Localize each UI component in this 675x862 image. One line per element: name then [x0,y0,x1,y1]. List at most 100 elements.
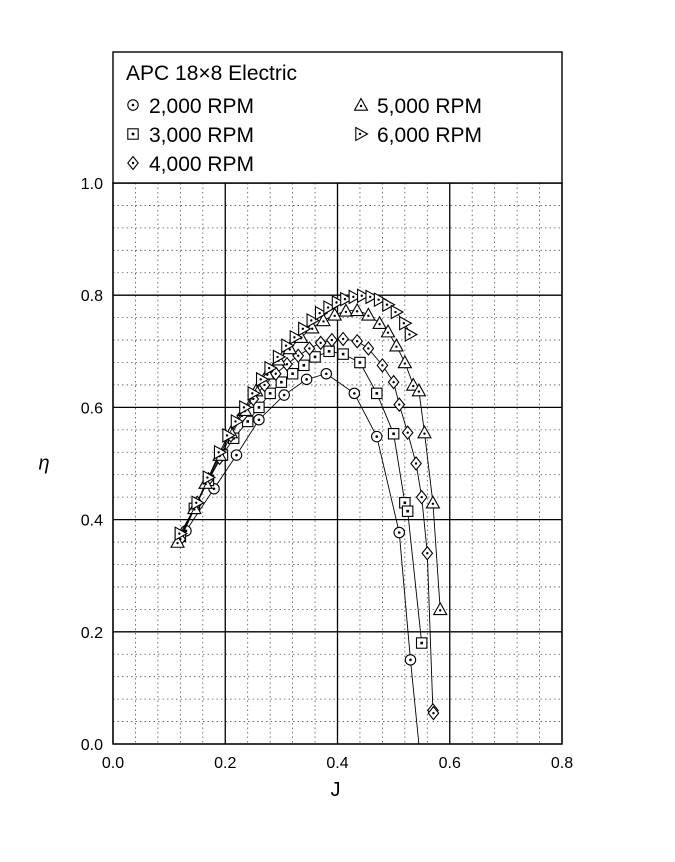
data-point [376,357,389,373]
data-point [365,289,379,305]
legend-entry: 2,000 RPM [127,95,254,118]
data-point [331,295,346,310]
data-point [281,338,295,354]
legend: APC 18×8 Electric 2,000 RPM 3,000 RPM 4,000… [112,51,563,184]
data-point [300,373,313,386]
legend-label: 6,000 RPM [377,124,482,147]
data-point [410,456,422,471]
data-point [421,545,434,561]
x-axis-label: J [331,779,341,801]
data-point [351,333,364,349]
grid [112,182,563,745]
data-point [323,300,337,315]
data-point [371,387,383,400]
data-point [404,654,417,666]
data-point [417,425,432,439]
legend-label: 3,000 RPM [149,124,254,147]
data-point [278,389,290,401]
data-point [230,449,243,461]
data-point [253,413,265,426]
data-point [316,312,331,327]
data-point [320,367,333,380]
data-point [247,385,261,401]
x-tick-label: 0.8 [551,755,573,772]
data-point [387,374,400,390]
data-point [393,397,406,412]
data-point [127,128,139,140]
data-point [239,399,253,415]
data-point [348,289,362,305]
y-tick-label: 0.2 [81,625,103,642]
legend-label: 2,000 RPM [149,95,254,118]
legend-entry: 6,000 RPM [355,124,482,147]
data-point [348,387,361,400]
data-point [399,315,413,331]
data-point [286,367,299,380]
data-point [354,356,366,369]
data-point [432,601,448,616]
legend-entry: 3,000 RPM [127,124,254,147]
axes: 0.0 0.2 0.4 0.6 0.8 0.0 0.2 0.4 0.6 0.8 1.0 Jη [38,176,573,801]
data-point [230,413,245,429]
data-point [337,331,350,347]
data-point [357,288,371,304]
series-layer [170,288,448,744]
y-tick-label: 0.0 [81,737,103,754]
data-point [170,534,185,548]
data-point [355,126,369,142]
series-5 [174,288,419,542]
y-tick-label: 0.8 [81,288,103,305]
series-1 [180,367,420,744]
data-point [303,341,316,356]
data-point [388,338,404,352]
data-point [314,305,329,321]
data-point [275,376,288,388]
data-point [264,360,278,376]
data-point [272,349,287,365]
data-point [289,329,304,345]
legend-entry: 5,000 RPM [353,95,482,118]
data-point [380,324,396,338]
data-point [353,97,369,111]
data-point [397,354,413,369]
x-tick-label: 0.6 [439,755,461,772]
data-point [372,315,388,330]
data-point [298,321,312,337]
data-point [309,351,321,363]
data-point [393,526,405,539]
legend-label: 5,000 RPM [377,95,482,118]
legend-label: 4,000 RPM [149,153,254,176]
y-tick-label: 0.4 [81,513,103,530]
data-point [362,341,375,356]
data-point [337,348,349,360]
series-line [179,295,411,534]
data-point [401,505,414,517]
data-point [411,382,427,397]
y-axis-label: η [38,453,49,475]
data-point [415,489,428,505]
chart-title: APC 18×8 Electric [126,62,297,85]
data-point [338,303,354,317]
y-tick-label: 0.6 [81,400,103,417]
y-tick-label: 1.0 [81,176,103,193]
data-point [401,425,414,441]
data-point [174,526,188,542]
data-point [325,332,338,348]
data-point [327,307,343,321]
data-point [340,291,354,307]
data-point [373,292,388,308]
series-line [185,373,420,744]
data-point [127,155,139,171]
data-point [264,387,276,400]
data-point [127,99,139,111]
series-3 [174,331,440,721]
data-point [306,313,320,328]
x-tick-label: 0.0 [102,755,124,772]
data-point [360,307,376,321]
data-point [323,345,335,358]
data-point [387,428,400,440]
data-point [371,430,383,443]
data-point [222,428,236,443]
